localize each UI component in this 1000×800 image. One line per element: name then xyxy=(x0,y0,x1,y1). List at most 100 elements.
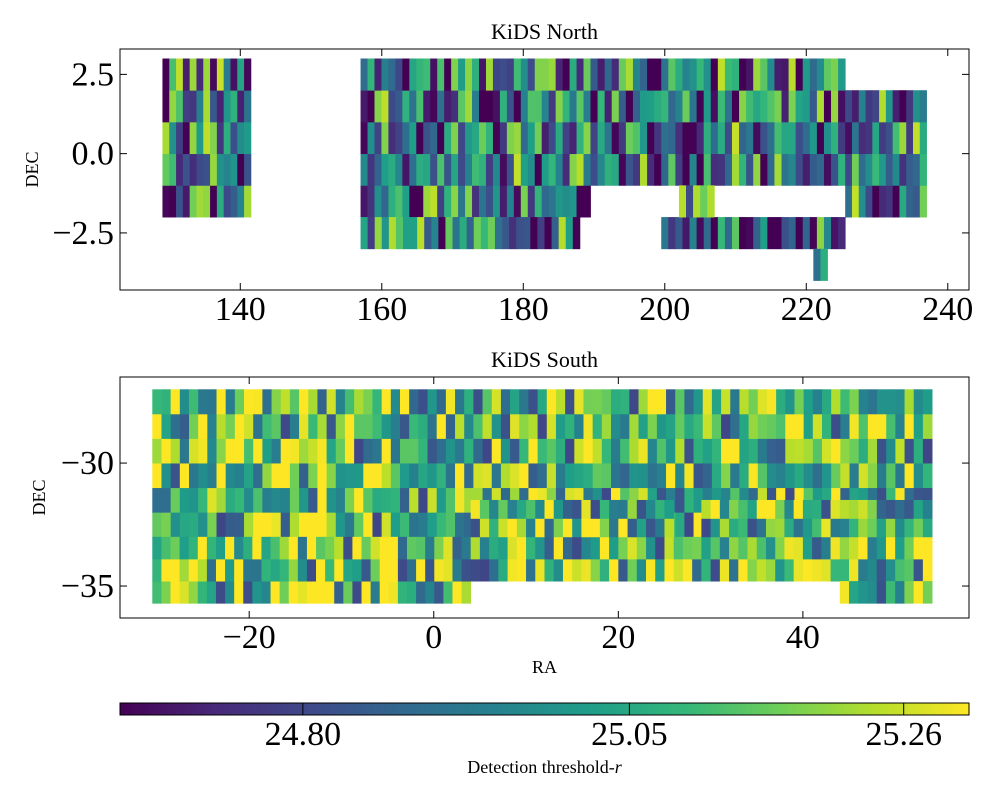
survey-tile xyxy=(546,389,557,415)
survey-tile xyxy=(675,90,683,123)
survey-tile xyxy=(661,217,669,250)
survey-tile xyxy=(849,413,860,439)
survey-tile xyxy=(297,558,308,582)
survey-tile xyxy=(500,438,511,464)
survey-tile xyxy=(611,153,620,186)
y-axis-label-north: DEC xyxy=(22,152,42,188)
survey-tile xyxy=(152,389,162,415)
survey-tile xyxy=(867,499,878,519)
survey-tile xyxy=(730,413,740,439)
survey-tile xyxy=(279,536,290,560)
survey-tile xyxy=(374,185,382,218)
survey-tile xyxy=(760,217,768,250)
survey-tile xyxy=(535,558,545,582)
survey-tile xyxy=(689,217,698,250)
survey-tile xyxy=(867,558,878,582)
survey-tile xyxy=(262,413,272,439)
survey-tile xyxy=(760,153,768,186)
survey-tile xyxy=(707,185,715,218)
survey-tile xyxy=(647,153,655,186)
survey-tile xyxy=(458,121,466,155)
survey-tile xyxy=(788,90,797,123)
survey-tile xyxy=(188,512,199,538)
survey-tile xyxy=(655,536,665,560)
survey-tile xyxy=(289,413,300,439)
survey-tile xyxy=(913,558,924,582)
survey-tile xyxy=(922,438,933,464)
survey-tile xyxy=(906,121,914,155)
survey-tile xyxy=(879,121,887,155)
survey-tile xyxy=(904,389,915,415)
survey-tile xyxy=(436,389,447,415)
plot-area-north xyxy=(162,58,927,281)
survey-tile xyxy=(858,438,869,464)
survey-tile xyxy=(390,463,401,489)
survey-tile xyxy=(849,438,860,464)
survey-tile xyxy=(840,438,850,464)
survey-tile xyxy=(189,153,197,186)
survey-tile xyxy=(451,90,459,123)
survey-tile xyxy=(625,153,634,186)
survey-tile xyxy=(719,536,730,560)
survey-tile xyxy=(534,58,543,91)
survey-tile xyxy=(640,121,648,155)
survey-tile xyxy=(574,463,584,489)
survey-tile xyxy=(640,58,648,91)
survey-tile xyxy=(409,512,419,538)
survey-tile xyxy=(436,512,447,538)
survey-tile xyxy=(845,185,853,218)
survey-tile xyxy=(647,90,655,123)
survey-tile xyxy=(682,90,690,123)
survey-tile xyxy=(831,90,839,123)
survey-tile xyxy=(746,58,754,91)
survey-tile xyxy=(684,512,694,538)
survey-tile xyxy=(280,413,291,439)
survey-tile xyxy=(418,438,428,464)
survey-tile xyxy=(746,153,754,186)
survey-tile xyxy=(427,438,438,464)
survey-tile xyxy=(774,90,782,123)
survey-tile xyxy=(188,389,199,415)
survey-tile xyxy=(553,558,564,582)
survey-tile xyxy=(234,581,244,604)
survey-tile xyxy=(206,581,217,604)
survey-tile xyxy=(711,413,722,439)
survey-tile xyxy=(618,499,628,519)
survey-tile xyxy=(572,499,582,519)
survey-tile xyxy=(840,413,850,439)
survey-tile xyxy=(919,153,927,186)
survey-tile xyxy=(299,438,309,464)
survey-tile xyxy=(793,518,804,538)
survey-tile xyxy=(223,58,231,91)
survey-tile xyxy=(865,121,873,155)
survey-tile xyxy=(182,121,191,155)
survey-tile xyxy=(730,463,740,489)
survey-tile xyxy=(207,389,217,415)
survey-tile xyxy=(234,438,245,464)
survey-tile xyxy=(455,413,465,439)
survey-tile xyxy=(216,487,227,513)
survey-tile xyxy=(196,121,204,155)
survey-tile xyxy=(280,512,291,538)
survey-tile xyxy=(849,518,859,538)
survey-tile xyxy=(513,121,522,155)
survey-tile xyxy=(425,558,435,582)
survey-tile xyxy=(886,438,896,464)
survey-tile xyxy=(499,121,508,155)
survey-tile xyxy=(632,121,641,155)
survey-tile xyxy=(534,121,543,155)
survey-tile xyxy=(831,217,839,250)
survey-tile xyxy=(464,438,474,464)
survey-tile xyxy=(562,518,573,538)
survey-tile xyxy=(234,558,244,582)
survey-tile xyxy=(719,558,730,582)
survey-tile xyxy=(696,121,705,155)
survey-tile xyxy=(809,58,818,91)
survey-tile xyxy=(583,121,591,155)
survey-tile xyxy=(812,389,823,415)
survey-tile xyxy=(170,558,180,582)
survey-tile xyxy=(506,153,515,186)
survey-tile xyxy=(583,58,591,91)
survey-tile xyxy=(583,413,594,439)
survey-tile xyxy=(858,499,868,519)
